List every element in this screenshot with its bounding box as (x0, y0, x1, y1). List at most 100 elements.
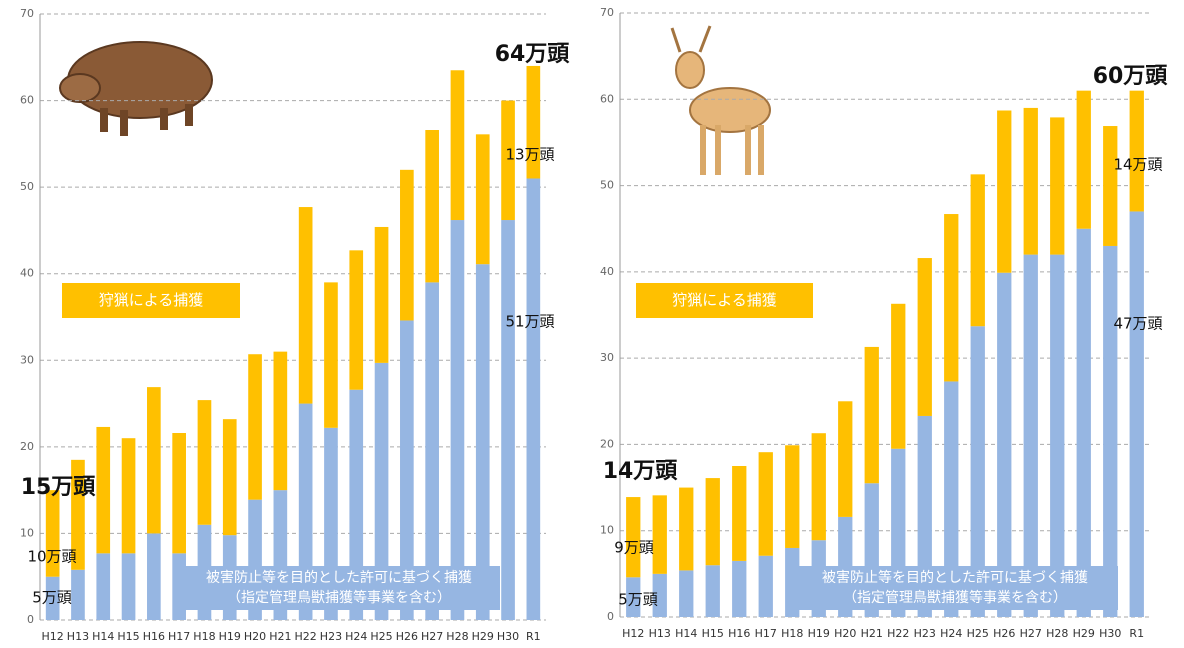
bar-segment (96, 553, 110, 620)
x-tick-label: H13 (649, 627, 671, 640)
x-tick-label: H19 (219, 630, 241, 643)
bar-segment (1103, 126, 1117, 246)
y-tick-label: 30 (20, 353, 34, 366)
bar-segment (1077, 229, 1091, 617)
x-tick-label: H25 (370, 630, 392, 643)
bar-segment (1024, 255, 1038, 617)
y-tick-label: 50 (20, 180, 34, 193)
x-tick-label: H13 (67, 630, 89, 643)
y-tick-label: 10 (20, 526, 34, 539)
bar-segment (349, 250, 363, 389)
x-tick-label: R1 (526, 630, 541, 643)
x-tick-label: H27 (421, 630, 443, 643)
bar-segment (1103, 246, 1117, 617)
bar-segment (1024, 108, 1038, 255)
x-tick-label: H17 (168, 630, 190, 643)
annotation: 64万頭 (495, 42, 571, 67)
bar-segment (274, 352, 288, 491)
x-tick-label: H26 (396, 630, 418, 643)
legend-label: 被害防止等を目的とした許可に基づく捕獲 (822, 569, 1088, 586)
y-tick-label: 60 (20, 94, 34, 107)
bar-segment (997, 111, 1011, 273)
x-tick-label: H28 (446, 630, 468, 643)
bar-segment (299, 207, 313, 404)
bar-segment (147, 387, 161, 533)
bar-segment (122, 438, 136, 553)
legend-label: 被害防止等を目的とした許可に基づく捕獲 (206, 569, 472, 586)
x-tick-label: H24 (345, 630, 367, 643)
x-tick-label: H26 (993, 627, 1015, 640)
bar-segment (759, 452, 773, 556)
y-tick-label: 40 (20, 267, 34, 280)
x-tick-label: H12 (622, 627, 644, 640)
x-tick-label: H19 (808, 627, 830, 640)
x-tick-label: H16 (728, 627, 750, 640)
x-tick-label: H14 (92, 630, 114, 643)
x-tick-label: H20 (834, 627, 856, 640)
x-tick-label: H28 (1046, 627, 1068, 640)
x-tick-label: H14 (675, 627, 697, 640)
bar-segment (997, 273, 1011, 617)
x-tick-label: H22 (295, 630, 317, 643)
x-tick-label: H12 (42, 630, 64, 643)
bar-segment (451, 220, 465, 620)
annotation: 51万頭 (505, 313, 554, 331)
bar-segment (732, 561, 746, 617)
x-tick-label: H20 (244, 630, 266, 643)
bar-segment (451, 70, 465, 220)
legend-label: 狩猟による捕獲 (99, 291, 204, 309)
y-tick-label: 60 (600, 92, 614, 105)
y-tick-label: 40 (600, 265, 614, 278)
x-tick-label: H23 (914, 627, 936, 640)
bar-segment (476, 134, 490, 264)
y-tick-label: 50 (600, 179, 614, 192)
x-tick-label: H30 (1099, 627, 1121, 640)
boar-illustration (60, 42, 212, 136)
x-tick-label: H17 (755, 627, 777, 640)
x-tick-label: H22 (887, 627, 909, 640)
legend-note: （指定管理鳥獣捕獲等事業を含む） (227, 589, 451, 606)
bar-segment (375, 227, 389, 363)
bar-segment (198, 400, 212, 525)
x-tick-label: H30 (497, 630, 519, 643)
bar-segment (653, 495, 667, 574)
bar-segment (71, 570, 85, 620)
x-tick-label: H25 (967, 627, 989, 640)
bar-segment (732, 466, 746, 561)
x-tick-label: H24 (940, 627, 962, 640)
annotation: 13万頭 (505, 146, 554, 164)
legend-note: （指定管理鳥獣捕獲等事業を含む） (843, 589, 1067, 606)
bar-segment (1130, 91, 1144, 212)
bar-segment (759, 556, 773, 617)
annotation: 47万頭 (1113, 315, 1162, 333)
bar-segment (1050, 255, 1064, 617)
y-tick-label: 70 (20, 7, 34, 20)
y-tick-label: 0 (27, 613, 34, 626)
bar-segment (1077, 91, 1091, 229)
bar-segment (147, 533, 161, 620)
bar-segment (626, 497, 640, 577)
x-tick-label: H18 (781, 627, 803, 640)
bar-segment (785, 445, 799, 548)
annotation: 14万頭 (603, 459, 679, 484)
x-tick-label: H16 (143, 630, 165, 643)
y-tick-label: 0 (607, 610, 614, 623)
bar-segment (400, 170, 414, 321)
annotation: 60万頭 (1093, 64, 1169, 89)
bar-segment (865, 347, 879, 483)
bar-segment (679, 570, 693, 617)
bar-segment (1050, 117, 1064, 254)
x-tick-label: H21 (269, 630, 291, 643)
annotation: 15万頭 (21, 475, 97, 500)
x-tick-label: R1 (1129, 627, 1144, 640)
bar-segment (122, 553, 136, 620)
bar-segment (971, 174, 985, 326)
bar-segment (1130, 211, 1144, 617)
bar-segment (706, 565, 720, 617)
bar-segment (223, 419, 237, 535)
bar-segment (891, 304, 905, 449)
bar-segment (679, 488, 693, 571)
x-tick-label: H18 (193, 630, 215, 643)
bar-segment (918, 258, 932, 416)
bar-segment (172, 433, 186, 553)
